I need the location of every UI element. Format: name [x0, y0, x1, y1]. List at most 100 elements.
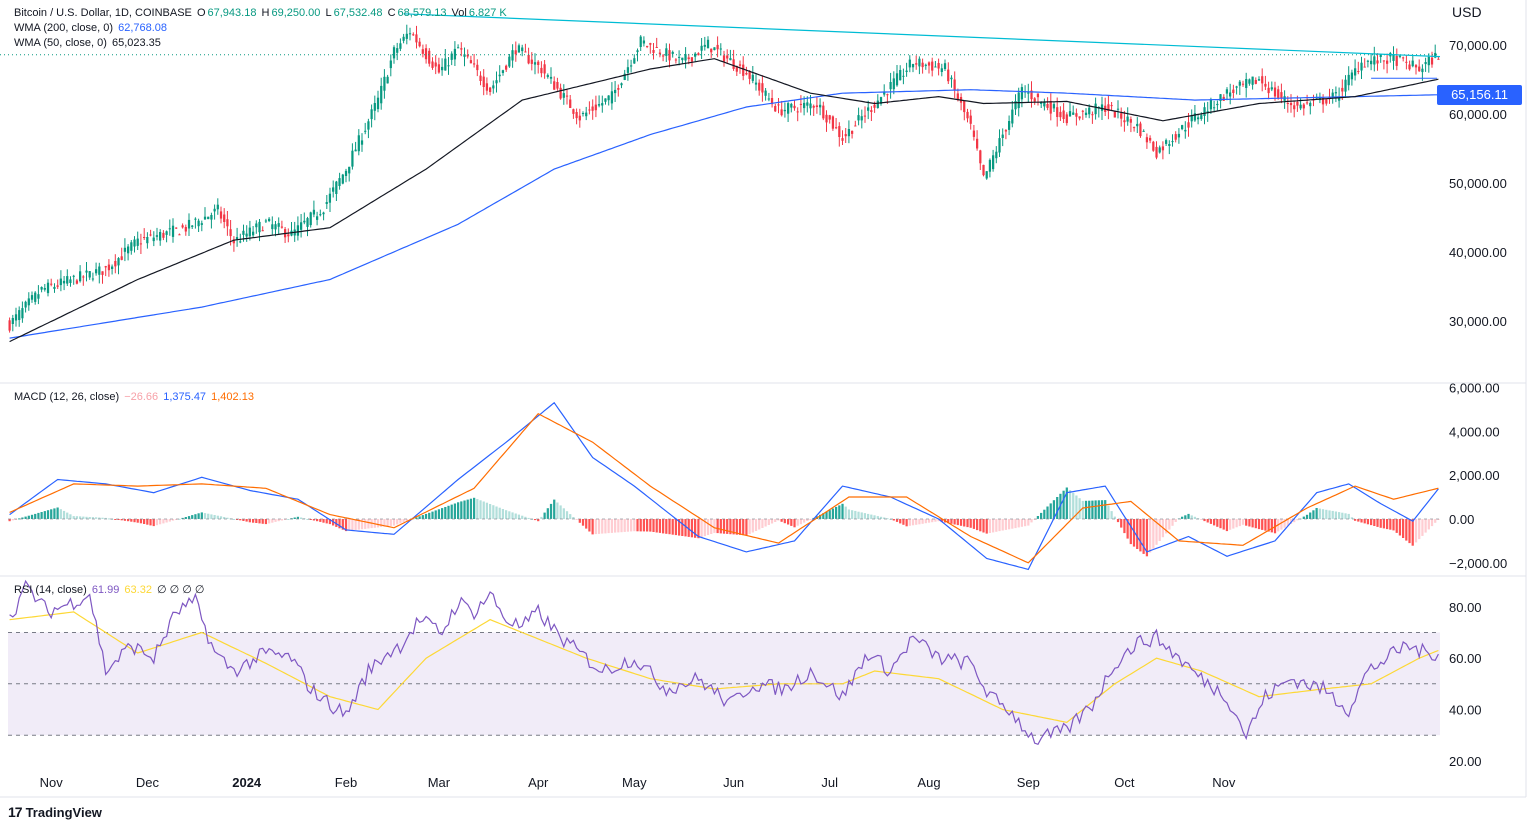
macd-histogram-bar: [1286, 519, 1289, 526]
macd-histogram-bar: [168, 519, 171, 522]
candle-body: [674, 59, 678, 61]
candle-body: [207, 216, 210, 220]
macd-histogram-bar: [1331, 510, 1334, 519]
candle-body: [1008, 121, 1011, 130]
macd-histogram-bar: [75, 516, 79, 519]
candle-body: [1373, 56, 1376, 65]
macd-histogram-bar: [1193, 516, 1197, 519]
macd-histogram-bar: [1088, 500, 1091, 519]
candle-body: [1296, 101, 1299, 106]
wma200-line: [9, 89, 1439, 339]
candle-body: [165, 231, 168, 235]
candle-body: [847, 129, 851, 137]
macd-histogram-bar: [982, 519, 985, 533]
candle-body: [754, 82, 758, 85]
candle-body: [332, 187, 335, 192]
macd-histogram-bar: [652, 519, 655, 532]
candle-body: [1174, 134, 1177, 140]
tradingview-logo[interactable]: 17 TradingView: [8, 804, 102, 820]
candle-body: [764, 90, 767, 96]
macd-histogram-bar: [1325, 509, 1328, 519]
candle-body: [187, 219, 191, 229]
candle-body: [402, 36, 405, 41]
candle-body: [1305, 102, 1309, 104]
candle-body: [306, 218, 309, 227]
candle-body: [1062, 110, 1065, 119]
candle-body: [1100, 104, 1104, 111]
macd-histogram-bar: [1152, 519, 1155, 549]
rsi-label: RSI (14, close): [14, 584, 87, 596]
macd-histogram-bar: [998, 519, 1001, 532]
candle-body: [863, 115, 867, 117]
macd-histogram-bar: [828, 510, 831, 519]
macd-histogram-bar: [1280, 519, 1283, 530]
macd-histogram-bar: [1075, 495, 1078, 519]
candle-body: [966, 111, 969, 119]
candle-body: [1011, 109, 1014, 124]
volume-label: Vol: [451, 7, 467, 19]
macd-histogram-bar: [623, 519, 626, 532]
candle-body: [370, 109, 373, 120]
candle-body: [1293, 105, 1296, 110]
candle-body: [210, 215, 213, 220]
macd-histogram-bar: [1305, 514, 1309, 519]
candle-body: [1376, 60, 1379, 64]
candle-body: [1331, 92, 1334, 97]
candle-body: [1001, 134, 1004, 138]
macd-histogram-bar: [1004, 519, 1008, 530]
candle-body: [1068, 111, 1072, 117]
macd-histogram-bar: [835, 506, 838, 519]
macd-histogram-bar: [738, 519, 742, 535]
price-tag: 65,156.11: [1437, 85, 1522, 105]
macd-histogram-bar: [694, 519, 697, 538]
macd-histogram-bar: [953, 519, 956, 525]
candle-body: [854, 125, 857, 127]
macd-histogram-bar: [1257, 519, 1261, 530]
macd-histogram-bar: [415, 517, 418, 519]
macd-histogram-bar: [98, 517, 101, 519]
candle-body: [1065, 114, 1068, 124]
candle-body: [799, 103, 803, 105]
macd-histogram-bar: [306, 519, 309, 520]
candle-body: [1088, 107, 1091, 115]
macd-histogram-bar: [1046, 506, 1049, 519]
candle-body: [1392, 54, 1395, 61]
macd-histogram-bar: [956, 519, 959, 526]
macd-histogram-bar: [716, 519, 719, 534]
macd-histogram-bar: [469, 498, 473, 519]
candle-body: [665, 48, 668, 56]
macd-histogram-bar: [338, 519, 341, 529]
macd-histogram-bar: [1142, 519, 1145, 554]
macd-histogram-bar: [562, 508, 565, 519]
candle-body: [1360, 62, 1363, 71]
macd-histogram-bar: [82, 516, 85, 519]
candle-body: [1056, 107, 1059, 117]
candle-body: [239, 241, 242, 243]
rsi-legend: RSI (14, close) 61.99 63.32 ∅ ∅ ∅ ∅: [14, 583, 207, 597]
wma50-value: 65,023.35: [111, 37, 161, 49]
candle-body: [953, 79, 956, 90]
candle-body: [604, 98, 607, 102]
candle-body: [726, 55, 729, 59]
candle-body: [979, 150, 982, 164]
macd-histogram-bar: [1084, 500, 1088, 519]
low-value: 67,532.48: [333, 7, 383, 19]
macd-histogram-bar: [1030, 519, 1033, 523]
candle-body: [133, 239, 136, 247]
candle-body: [1110, 105, 1113, 107]
currency-label[interactable]: USD: [1452, 4, 1482, 20]
macd-histogram-bar: [1398, 519, 1402, 536]
ohlc-legend: Bitcoin / U.S. Dollar, 1D, COINBASE O 67,…: [14, 6, 509, 20]
macd-histogram-bar: [213, 515, 216, 519]
macd-histogram-bar: [1049, 503, 1052, 519]
macd-histogram-bar: [879, 516, 883, 519]
macd-histogram-bar: [527, 517, 530, 519]
macd-histogram-bar: [143, 519, 146, 524]
macd-histogram-bar: [1408, 519, 1411, 544]
close-value: 68,579.13: [397, 7, 447, 19]
macd-histogram-bar: [287, 519, 290, 520]
macd-histogram-bar: [1027, 519, 1030, 526]
candle-body: [905, 70, 908, 72]
macd-histogram-bar: [152, 519, 155, 527]
candle-body: [614, 89, 617, 94]
